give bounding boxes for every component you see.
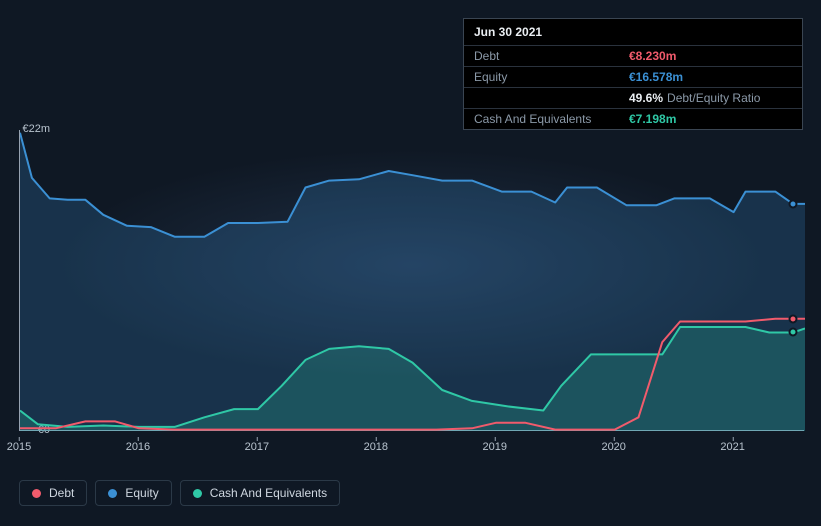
legend-dot-icon [32,489,41,498]
legend-label: Equity [125,486,158,500]
tooltip-extra: Debt/Equity Ratio [667,91,760,105]
marker-debt [789,314,798,323]
tooltip-value: €7.198m [629,112,676,126]
legend: Debt Equity Cash And Equivalents [19,480,340,506]
chart-tooltip: Jun 30 2021 Debt€8.230mEquity€16.578m49.… [463,18,803,130]
x-tick: 2020 [601,441,625,453]
tooltip-date: Jun 30 2021 [464,19,802,46]
marker-equity [789,199,798,208]
tooltip-label: Cash And Equivalents [474,112,629,126]
x-tick: 2015 [7,441,31,453]
chart-plot-area[interactable] [19,130,804,431]
x-tick: 2018 [364,441,388,453]
tooltip-row: Debt€8.230m [464,46,802,67]
legend-dot-icon [108,489,117,498]
tooltip-row: 49.6% Debt/Equity Ratio [464,88,802,109]
legend-item-debt[interactable]: Debt [19,480,87,506]
tooltip-value: €16.578m [629,70,683,84]
legend-item-equity[interactable]: Equity [95,480,171,506]
legend-label: Debt [49,486,74,500]
tooltip-row: Cash And Equivalents€7.198m [464,109,802,129]
tooltip-label: Debt [474,49,629,63]
x-tick: 2016 [126,441,150,453]
x-tick: 2019 [483,441,507,453]
tooltip-label: Equity [474,70,629,84]
tooltip-value: 49.6% [629,91,663,105]
x-axis: 2015201620172018201920202021 [19,435,804,455]
x-tick: 2017 [245,441,269,453]
x-tick: 2021 [720,441,744,453]
tooltip-row: Equity€16.578m [464,67,802,88]
legend-dot-icon [193,489,202,498]
legend-label: Cash And Equivalents [210,486,327,500]
marker-cash-and-equivalents [789,328,798,337]
tooltip-value: €8.230m [629,49,676,63]
legend-item-cash-and-equivalents[interactable]: Cash And Equivalents [180,480,340,506]
